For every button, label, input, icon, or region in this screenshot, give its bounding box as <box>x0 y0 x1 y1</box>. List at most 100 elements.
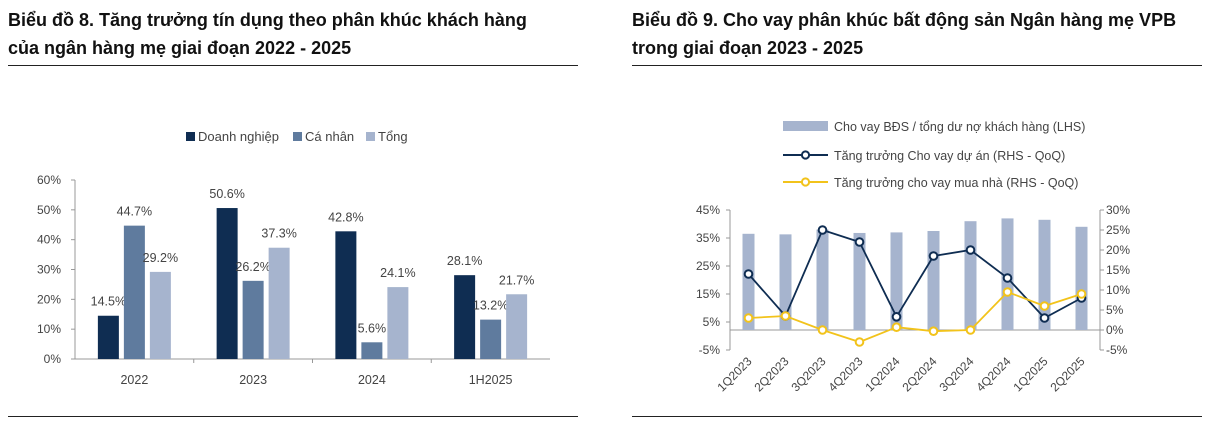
data-label-0: 50.6% <box>209 187 244 201</box>
legend-label-2: Tổng <box>378 129 408 144</box>
x-tick-label: 2023 <box>239 373 267 387</box>
bar-2 <box>268 247 290 359</box>
y-tick-label: 20% <box>37 292 61 306</box>
y-right-tick-label: 30% <box>1106 203 1130 217</box>
y-tick-label: 10% <box>37 322 61 336</box>
data-label-1: 44.7% <box>117 205 152 219</box>
data-label-0: 14.5% <box>91 295 126 309</box>
bar-2 <box>149 271 171 359</box>
line-point-0 <box>891 312 902 322</box>
legend-swatch-2 <box>366 132 375 141</box>
data-label-2: 29.2% <box>143 251 178 265</box>
legend-line-marker-0 <box>800 150 811 160</box>
legend-label-1: Cá nhân <box>305 129 354 144</box>
bar-re-ratio <box>853 232 866 330</box>
bar-0 <box>216 208 238 359</box>
line-point-1 <box>1076 289 1087 299</box>
x-tick-label: 1Q2025 <box>1011 354 1051 394</box>
line-point-0 <box>1039 313 1050 323</box>
data-label-1: 26.2% <box>235 260 270 274</box>
legend-line-marker-1 <box>800 177 811 187</box>
y-right-tick-label: 5% <box>1106 303 1124 317</box>
y-left-tick-label: 45% <box>696 203 720 217</box>
y-right-tick-label: 25% <box>1106 223 1130 237</box>
bar-re-ratio <box>816 229 829 330</box>
bar-2 <box>506 294 528 359</box>
x-tick-label: 4Q2023 <box>826 354 866 394</box>
left-title-line2: của ngân hàng mẹ giai đoạn 2022 - 2025 <box>8 38 352 58</box>
line-point-1 <box>891 322 902 333</box>
y-left-tick-label: 15% <box>696 287 720 301</box>
line-point-1 <box>1002 287 1013 297</box>
data-label-2: 21.7% <box>499 273 534 287</box>
legend-line-label-0: Tăng trưởng Cho vay dự án (RHS - QoQ) <box>834 149 1065 163</box>
data-label-2: 24.1% <box>380 266 415 280</box>
line-point-0 <box>1002 273 1013 283</box>
bar-2 <box>387 287 409 359</box>
y-right-tick-label: 15% <box>1106 263 1130 277</box>
line-point-1 <box>817 325 828 335</box>
bar-re-ratio <box>927 231 940 330</box>
x-tick-label: 1H2025 <box>469 373 513 387</box>
x-tick-label: 2024 <box>358 373 386 387</box>
line-point-0 <box>817 225 828 235</box>
legend-bar-label: Cho vay BĐS / tổng dư nợ khách hàng (LHS… <box>834 120 1085 134</box>
legend-label-0: Doanh nghiệp <box>198 129 279 144</box>
left-bar-chart: Doanh nghiệp Cá nhân Tổng 0% 10% 20% 30% 40% 50%… <box>37 129 550 387</box>
right-title-line2: trong giai đoạn 2023 - 2025 <box>632 38 864 58</box>
y-right-tick-label: 20% <box>1106 243 1130 257</box>
bar-0 <box>454 275 476 359</box>
bar-0 <box>335 231 357 359</box>
y-right-tick-label: 0% <box>1106 323 1124 337</box>
x-tick-label: 2Q2025 <box>1048 354 1088 394</box>
x-tick-label: 3Q2024 <box>937 354 977 394</box>
right-title-line1: Biểu đồ 9. Cho vay phân khúc bất động sả… <box>632 10 1177 30</box>
right-title-rule <box>632 65 1202 66</box>
legend-line-label-1: Tăng trưởng cho vay mua nhà (RHS - QoQ) <box>834 176 1078 190</box>
right-combo-chart: Cho vay BĐS / tổng dư nợ khách hàng (LHS… <box>696 120 1130 394</box>
line-point-1 <box>1039 301 1050 311</box>
y-left-tick-label: 35% <box>696 231 720 245</box>
data-label-1: 13.2% <box>473 299 508 313</box>
y-left-tick-label: 25% <box>696 259 720 273</box>
x-tick-label: 1Q2023 <box>715 354 755 394</box>
y-tick-label: 0% <box>44 352 62 366</box>
bar-re-ratio <box>964 221 977 330</box>
bar-re-ratio <box>779 234 792 330</box>
bar-re-ratio <box>890 232 903 330</box>
right-chart-title: Biểu đồ 9. Cho vay phân khúc bất động sả… <box>632 6 1192 62</box>
left-title-rule <box>8 65 578 66</box>
x-tick-label: 1Q2024 <box>863 354 903 394</box>
left-chart-title: Biểu đồ 8. Tăng trưởng tín dụng theo phâ… <box>8 6 568 62</box>
left-chart-panel: Biểu đồ 8. Tăng trưởng tín dụng theo phâ… <box>0 0 580 421</box>
x-tick-label: 2022 <box>120 373 148 387</box>
right-chart-panel: Biểu đồ 9. Cho vay phân khúc bất động sả… <box>632 0 1206 421</box>
line-point-1 <box>780 311 791 321</box>
left-bottom-rule <box>8 416 578 417</box>
y-left-tick-label: -5% <box>699 343 721 357</box>
line-point-0 <box>965 245 976 255</box>
bar-0 <box>97 315 119 359</box>
bar-1 <box>123 225 145 359</box>
series-line-0 <box>747 228 1082 320</box>
x-tick-label: 2Q2024 <box>900 354 940 394</box>
data-label-0: 42.8% <box>328 210 363 224</box>
y-right-tick-label: -5% <box>1106 343 1128 357</box>
line-point-0 <box>743 269 754 279</box>
x-tick-label: 3Q2023 <box>789 354 829 394</box>
y-tick-label: 60% <box>37 173 61 187</box>
series-line-1 <box>748 290 1082 343</box>
line-point-1 <box>854 337 865 347</box>
y-tick-label: 40% <box>37 233 61 247</box>
line-point-1 <box>928 326 939 337</box>
legend-swatch-0 <box>186 132 195 141</box>
y-right-tick-label: 10% <box>1106 283 1130 297</box>
bar-1 <box>361 342 383 359</box>
line-point-0 <box>854 237 865 247</box>
bar-1 <box>480 319 502 359</box>
data-label-0: 28.1% <box>447 254 482 268</box>
line-point-0 <box>928 251 939 261</box>
y-left-tick-label: 5% <box>703 315 721 329</box>
legend-bar-swatch <box>783 121 828 131</box>
line-point-1 <box>743 313 754 323</box>
